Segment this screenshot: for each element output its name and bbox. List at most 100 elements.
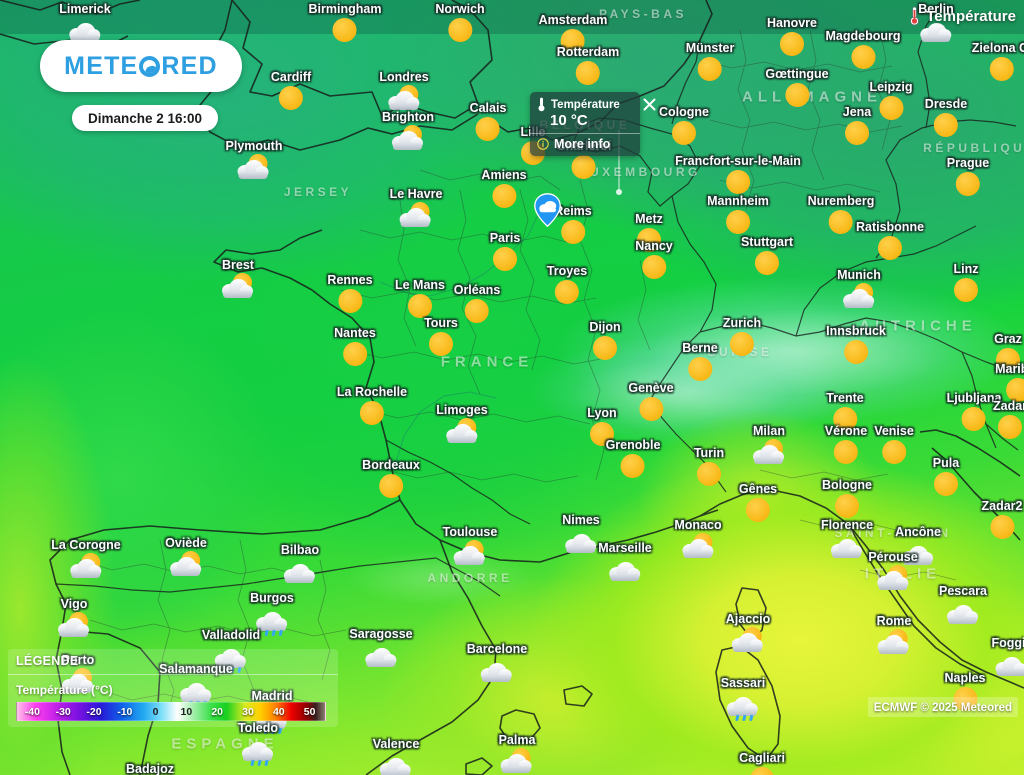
city-marker[interactable]: Dijon	[588, 321, 622, 361]
city-marker[interactable]: Stuttgart	[741, 236, 793, 276]
city-marker[interactable]: Porto	[61, 654, 95, 694]
city-marker[interactable]: Marseille	[598, 542, 652, 582]
city-marker[interactable]: Ratisbonne	[856, 221, 924, 261]
city-marker[interactable]: Le Havre	[390, 188, 442, 228]
city-marker[interactable]: Orléans	[454, 284, 500, 324]
city-marker[interactable]: Bordeaux	[362, 459, 420, 499]
city-marker[interactable]: Limerick	[59, 3, 111, 43]
city-marker[interactable]: Brest	[221, 259, 255, 299]
city-marker[interactable]: La Corogne	[51, 539, 121, 579]
city-marker[interactable]: Salamanque	[159, 663, 233, 708]
city-marker[interactable]: Dresde	[925, 98, 967, 138]
city-marker[interactable]: Badajoz	[126, 763, 174, 775]
city-marker[interactable]: Nuremberg	[808, 195, 874, 235]
city-marker[interactable]: Vigo	[57, 598, 91, 638]
city-marker[interactable]: Barcelone	[467, 643, 527, 683]
city-marker[interactable]: Sassari	[721, 677, 765, 722]
city-marker[interactable]: Amiens	[481, 169, 527, 209]
city-marker[interactable]: Plymouth	[226, 140, 282, 180]
more-info-button[interactable]: More info	[530, 133, 640, 156]
city-marker[interactable]: Genève	[628, 382, 674, 422]
city-marker[interactable]: Bologne	[822, 479, 872, 519]
city-marker[interactable]: Cologne	[659, 106, 709, 146]
city-marker[interactable]: Zadar2	[982, 500, 1023, 540]
meteored-logo[interactable]: METE RED	[40, 40, 242, 92]
city-marker[interactable]: Berne	[682, 342, 718, 382]
city-marker[interactable]: Ajaccio	[726, 613, 770, 653]
city-marker[interactable]: Naples	[945, 672, 986, 712]
city-marker[interactable]: Milan	[752, 425, 786, 465]
city-marker[interactable]: Troyes	[547, 265, 587, 305]
city-marker[interactable]: Turin	[692, 447, 726, 487]
city-marker[interactable]: Münster	[686, 42, 734, 82]
city-marker[interactable]: La Rochelle	[337, 386, 407, 426]
city-marker[interactable]: Grenoble	[606, 439, 660, 479]
city-marker[interactable]: Magdebourg	[826, 30, 901, 70]
city-marker[interactable]: Cagliari	[739, 752, 785, 775]
city-marker[interactable]: Burgos	[250, 592, 294, 637]
city-marker[interactable]: Gênes	[739, 483, 777, 523]
city-marker[interactable]: Oviède	[165, 537, 207, 577]
city-marker[interactable]: Foggia	[992, 637, 1024, 677]
city-marker[interactable]: Nantes	[334, 327, 376, 367]
city-marker[interactable]: Gœttingue	[765, 68, 829, 108]
city-marker[interactable]: Norwich	[435, 3, 485, 43]
city-marker[interactable]: Limoges	[436, 404, 488, 444]
city-marker[interactable]: Saragosse	[349, 628, 413, 668]
city-marker[interactable]: Zielona G.	[972, 42, 1024, 82]
city-marker[interactable]: Paris	[488, 232, 522, 272]
city-marker[interactable]: Berlin	[918, 3, 954, 43]
city-marker[interactable]: Nancy	[635, 240, 673, 280]
city-marker[interactable]: Mannheim	[707, 195, 769, 235]
city-marker[interactable]: Pula	[929, 457, 963, 497]
temperature-tooltip[interactable]: Température 10 °C More info	[530, 92, 640, 156]
city-marker[interactable]: Le Mans	[395, 279, 445, 319]
city-marker[interactable]: Pérouse	[868, 551, 918, 591]
city-marker[interactable]: Rome	[877, 615, 911, 655]
timestamp-pill[interactable]: Dimanche 2 16:00	[72, 105, 219, 131]
selected-location-pin[interactable]	[534, 193, 561, 228]
city-marker[interactable]: Reims	[554, 205, 592, 245]
city-marker[interactable]: Cardiff	[271, 71, 311, 111]
city-marker[interactable]: Zurich	[723, 317, 761, 357]
city-marker[interactable]: Rotterdam	[557, 46, 619, 86]
city-marker[interactable]: Graz	[991, 333, 1024, 373]
active-layer-label[interactable]: Température	[908, 6, 1016, 26]
city-marker[interactable]: Maribor	[995, 363, 1024, 403]
city-marker[interactable]: Leipzig	[869, 81, 913, 121]
close-icon[interactable]	[641, 96, 658, 113]
city-marker[interactable]: Rennes	[327, 274, 373, 314]
city-marker[interactable]: Ancône	[895, 526, 941, 566]
city-marker[interactable]: Munich	[837, 269, 881, 309]
city-marker[interactable]: Amsterdam	[539, 14, 607, 54]
city-marker[interactable]: Toledo	[238, 722, 278, 767]
city-marker[interactable]: Nimes	[562, 514, 600, 554]
city-marker[interactable]: Vérone	[825, 425, 867, 465]
city-marker[interactable]: Florence	[821, 519, 873, 559]
city-marker[interactable]: Innsbruck	[826, 325, 886, 365]
city-marker[interactable]: Valence	[373, 738, 419, 775]
city-marker[interactable]: Ljubljana	[947, 392, 1001, 432]
city-marker[interactable]: Londres	[379, 71, 429, 111]
city-marker[interactable]: Calais	[470, 102, 506, 142]
city-marker[interactable]: Tours	[424, 317, 458, 357]
city-marker[interactable]: Trente	[826, 392, 864, 432]
city-marker[interactable]: Bilbao	[281, 544, 319, 584]
city-marker[interactable]: Birmingham	[309, 3, 381, 43]
city-marker[interactable]: Jena	[840, 106, 874, 146]
city-marker[interactable]: Linz	[949, 263, 983, 303]
city-marker[interactable]: Hanovre	[767, 17, 817, 57]
city-marker[interactable]: Valladolid	[202, 629, 260, 674]
city-marker[interactable]: Monaco	[674, 519, 722, 559]
city-marker[interactable]: Zadar	[993, 400, 1024, 440]
city-marker[interactable]: Palma	[499, 734, 535, 774]
city-marker[interactable]: Metz	[632, 213, 666, 253]
city-marker[interactable]: Francfort-sur-le-Main	[675, 155, 801, 195]
city-marker[interactable]: Brighton	[382, 111, 434, 151]
city-marker[interactable]: Venise	[874, 425, 914, 465]
legend-panel[interactable]: LÉGENDE Température (°C) -40 -30 -20 -10 0 10…	[8, 649, 338, 727]
city-marker[interactable]: Pescara	[939, 585, 987, 625]
city-marker[interactable]: Prague	[947, 157, 989, 197]
city-marker[interactable]: Toulouse	[443, 526, 497, 566]
city-marker[interactable]: Lyon	[585, 407, 619, 447]
